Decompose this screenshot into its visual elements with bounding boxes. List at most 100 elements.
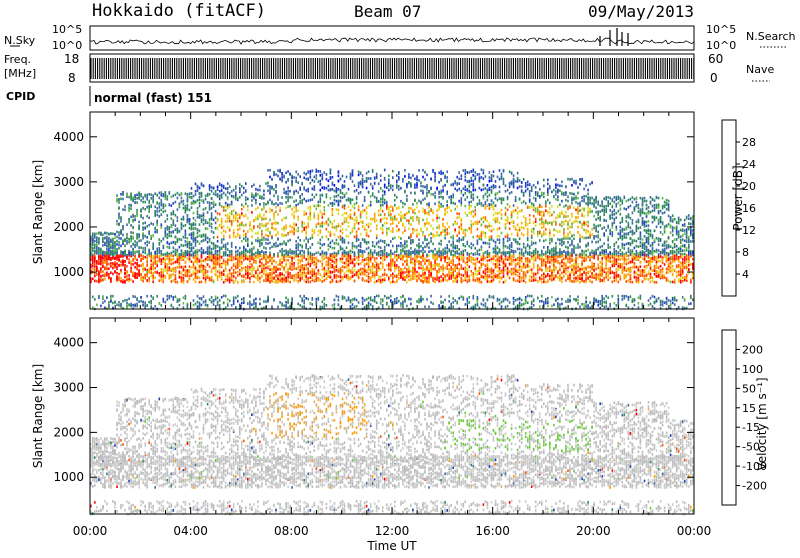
echo-point [181,249,183,252]
echo-point [275,245,277,248]
echo-point [259,227,261,230]
echo-point [376,301,378,304]
echo-point [297,303,299,306]
echo-point [156,214,158,217]
nsearch-label: N.Search [746,30,796,43]
echo-point [378,182,380,185]
echo-point [239,224,241,227]
echo-point [195,252,197,255]
echo-point [233,220,235,223]
echo-point [255,261,257,264]
echo-point [118,223,120,226]
echo-point [197,216,199,219]
echo-point [249,280,251,283]
echo-point [251,199,253,202]
echo-point [106,245,108,248]
echo-point [148,193,150,196]
echo-point [370,258,372,261]
echo-point [334,199,336,202]
echo-point [163,207,165,210]
echo-point [261,254,263,257]
echo-point [303,252,305,255]
echo-point [199,277,201,280]
echo-point [257,279,259,282]
echo-point [310,252,312,255]
echo-point [322,236,324,239]
echo-point [287,179,289,182]
echo-point [368,272,370,275]
echo-point [281,180,283,183]
echo-point [273,281,275,284]
echo-point [336,274,338,277]
echo-point [191,197,193,200]
echo-point [235,251,237,254]
power-scatter [90,168,694,310]
echo-point [146,215,148,218]
echo-point [173,231,175,234]
echo-point [310,218,312,221]
echo-point [114,248,116,251]
echo-point [287,273,289,276]
echo-point [380,298,382,301]
echo-point [283,304,285,307]
echo-point [187,208,189,211]
echo-point [320,210,322,213]
echo-point [183,200,185,203]
echo-point [257,193,259,196]
echo-point [257,215,259,218]
echo-point [314,176,316,179]
echo-point [322,214,324,217]
echo-point [185,240,187,243]
echo-point [203,219,205,222]
echo-point [189,275,191,278]
echo-point [102,270,104,273]
echo-point [324,243,326,246]
echo-point [283,234,285,237]
echo-point [193,254,195,257]
echo-point [324,201,326,204]
echo-point [102,265,104,268]
echo-point [273,188,275,191]
echo-point [114,301,116,304]
echo-point [368,263,370,266]
echo-point [102,260,104,263]
echo-point [285,192,287,195]
echo-point [281,257,283,260]
echo-point [193,252,195,255]
echo-point [356,238,358,241]
echo-point [189,244,191,247]
echo-point [183,281,185,284]
echo-point [124,245,126,248]
echo-point [106,241,108,244]
echo-point [364,299,366,302]
echo-point [247,255,249,258]
echo-point [179,254,181,257]
echo-point [100,305,102,308]
echo-point [209,218,211,221]
echo-point [291,275,293,278]
echo-point [297,191,299,194]
echo-point [382,229,384,232]
echo-point [297,209,299,212]
echo-point [138,221,140,224]
echo-point [138,250,140,253]
echo-point [259,203,261,206]
echo-point [295,199,297,202]
echo-point [382,256,384,259]
echo-point [332,247,334,250]
echo-point [320,260,322,263]
echo-point [92,234,94,237]
echo-point [305,173,307,176]
beam-title: Beam 07 [354,2,421,21]
echo-point [374,274,376,277]
echo-point [142,280,144,283]
echo-point [132,232,134,235]
echo-point [279,277,281,280]
echo-point [344,241,346,244]
echo-point [356,305,358,308]
echo-point [195,303,197,306]
echo-point [320,231,322,234]
echo-point [382,224,384,227]
echo-point [233,275,235,278]
echo-point [169,246,171,249]
